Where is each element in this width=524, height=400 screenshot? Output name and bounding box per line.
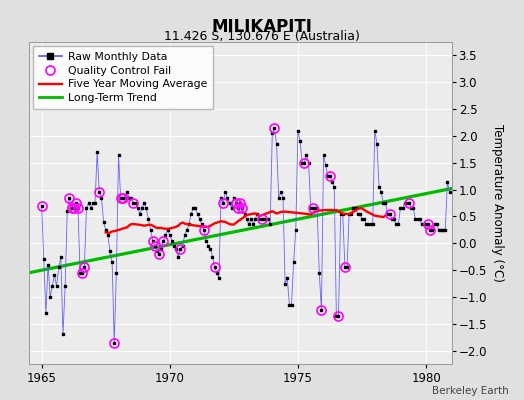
Text: Berkeley Earth: Berkeley Earth <box>432 386 508 396</box>
Text: 11.426 S, 130.676 E (Australia): 11.426 S, 130.676 E (Australia) <box>164 30 360 43</box>
Y-axis label: Temperature Anomaly (°C): Temperature Anomaly (°C) <box>491 124 504 282</box>
Text: MILIKAPITI: MILIKAPITI <box>212 18 312 36</box>
Legend: Raw Monthly Data, Quality Control Fail, Five Year Moving Average, Long-Term Tren: Raw Monthly Data, Quality Control Fail, … <box>33 46 213 108</box>
